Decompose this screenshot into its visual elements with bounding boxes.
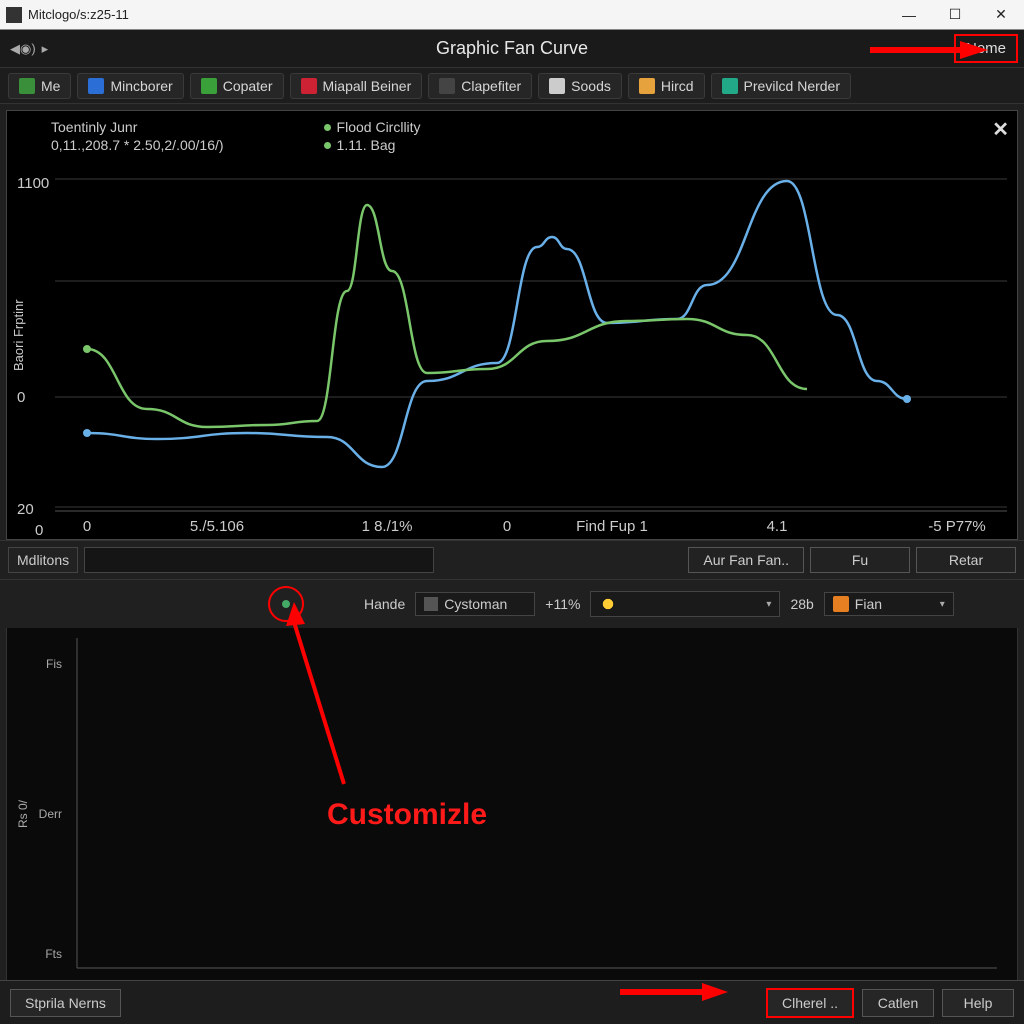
chart-panel: ✕ Toentinly Junr 0,11.,208.7 * 2.50,2/.0… — [6, 110, 1018, 540]
minimize-button[interactable]: — — [886, 0, 932, 30]
fian-select[interactable]: Fian ▾ — [824, 592, 954, 616]
chevron-down-icon: ▾ — [940, 599, 945, 610]
svg-text:Fts: Fts — [45, 947, 62, 961]
cystoman-icon — [424, 597, 438, 611]
cystoman-value: Cystoman — [444, 596, 507, 612]
nav-fwd-icon[interactable]: ▸ — [42, 41, 49, 57]
tab-6[interactable]: Hircd — [628, 73, 705, 99]
tab-label: Copater — [223, 78, 273, 94]
tab-1[interactable]: Mincborer — [77, 73, 183, 99]
svg-text:-5 P77%: -5 P77% — [928, 518, 986, 535]
val2: 28b — [790, 596, 813, 612]
titlebar: Mitclogo/s:z25-11 — ☐ ✕ — [0, 0, 1024, 30]
svg-text:1100: 1100 — [17, 175, 49, 192]
fian-value: Fian — [855, 596, 882, 612]
fan-icon — [833, 596, 849, 612]
svg-text:5./5.106: 5./5.106 — [190, 518, 244, 535]
tab-7[interactable]: Previlcd Nerder — [711, 73, 851, 99]
svg-text:1 8./1%: 1 8./1% — [362, 518, 413, 535]
svg-text:20: 20 — [17, 501, 34, 518]
close-button[interactable]: ✕ — [978, 0, 1024, 30]
tab-4[interactable]: Clapefiter — [428, 73, 532, 99]
svg-text:Derr: Derr — [39, 807, 62, 821]
tab-3[interactable]: Miapall Beiner — [290, 73, 423, 99]
subheader: ◀◉) ▸ Graphic Fan Curve Nome — [0, 30, 1024, 68]
tab-icon — [439, 78, 455, 94]
controls-row: Mdlitons Aur Fan Fan.. Fu Retar — [0, 540, 1024, 580]
page-title: Graphic Fan Curve — [436, 38, 588, 59]
catlen-button[interactable]: Catlen — [862, 989, 934, 1017]
svg-text:0: 0 — [17, 389, 25, 406]
window-title: Mitclogo/s:z25-11 — [28, 7, 129, 22]
chevron-down-icon: ▾ — [766, 599, 771, 610]
sun-icon — [599, 595, 617, 613]
tab-icon — [722, 78, 738, 94]
cystoman-select[interactable]: Cystoman — [415, 592, 535, 616]
lower-panel: Fis Derr Fts Rs 0/ Customizle — [6, 628, 1018, 998]
target-dot-icon — [282, 600, 290, 608]
tab-label: Mincborer — [110, 78, 172, 94]
customize-target[interactable] — [268, 586, 304, 622]
app-icon — [6, 7, 22, 23]
settings-row: Hande Cystoman +11% ▾ 28b Fian ▾ — [0, 580, 1024, 628]
tab-label: Miapall Beiner — [323, 78, 412, 94]
bottom-bar: Stprila Nerns Clherel .. Catlen Help — [0, 980, 1024, 1024]
maximize-button[interactable]: ☐ — [932, 0, 978, 30]
tab-5[interactable]: Soods — [538, 73, 622, 99]
svg-text:0: 0 — [83, 518, 91, 535]
tab-2[interactable]: Copater — [190, 73, 284, 99]
tab-label: Soods — [571, 78, 611, 94]
chart-svg: 11000200Baori Frptinr05./5.1061 8./1%0Fi… — [7, 111, 1019, 541]
name-button[interactable]: Nome — [954, 34, 1018, 63]
tab-icon — [301, 78, 317, 94]
sun-select[interactable]: ▾ — [590, 591, 780, 617]
svg-text:4.1: 4.1 — [767, 518, 788, 535]
tab-icon — [201, 78, 217, 94]
tab-label: Me — [41, 78, 60, 94]
svg-text:0: 0 — [503, 518, 511, 535]
nav-back-icon[interactable]: ◀◉) — [10, 41, 36, 57]
svg-text:Rs 0/: Rs 0/ — [16, 799, 30, 828]
tab-bar: Me Mincborer Copater Miapall Beiner Clapefit… — [0, 68, 1024, 104]
tab-label: Previlcd Nerder — [744, 78, 840, 94]
annotation-customize: Customizle — [327, 798, 487, 832]
tab-icon — [88, 78, 104, 94]
breadcrumb: ◀◉) ▸ — [10, 41, 48, 57]
aur-fan-button[interactable]: Aur Fan Fan.. — [688, 547, 804, 573]
svg-text:0: 0 — [35, 522, 43, 539]
svg-text:Baori Frptinr: Baori Frptinr — [11, 299, 26, 371]
tab-label: Clapefiter — [461, 78, 521, 94]
lower-svg: Fis Derr Fts Rs 0/ — [7, 628, 1019, 998]
svg-text:Fis: Fis — [46, 657, 62, 671]
mdlitons-label: Mdlitons — [8, 547, 78, 573]
svg-text:Find Fup 1: Find Fup 1 — [576, 518, 648, 535]
tab-icon — [639, 78, 655, 94]
tab-0[interactable]: Me — [8, 73, 71, 99]
fu-button[interactable]: Fu — [810, 547, 910, 573]
retar-button[interactable]: Retar — [916, 547, 1016, 573]
hande-label: Hande — [364, 596, 405, 612]
percent-value: +11% — [545, 596, 580, 612]
tab-icon — [19, 78, 35, 94]
help-button[interactable]: Help — [942, 989, 1014, 1017]
cherel-button[interactable]: Clherel .. — [766, 988, 854, 1018]
mdlitons-input[interactable] — [84, 547, 434, 573]
stprila-button[interactable]: Stprila Nerns — [10, 989, 121, 1017]
tab-label: Hircd — [661, 78, 694, 94]
tab-icon — [549, 78, 565, 94]
